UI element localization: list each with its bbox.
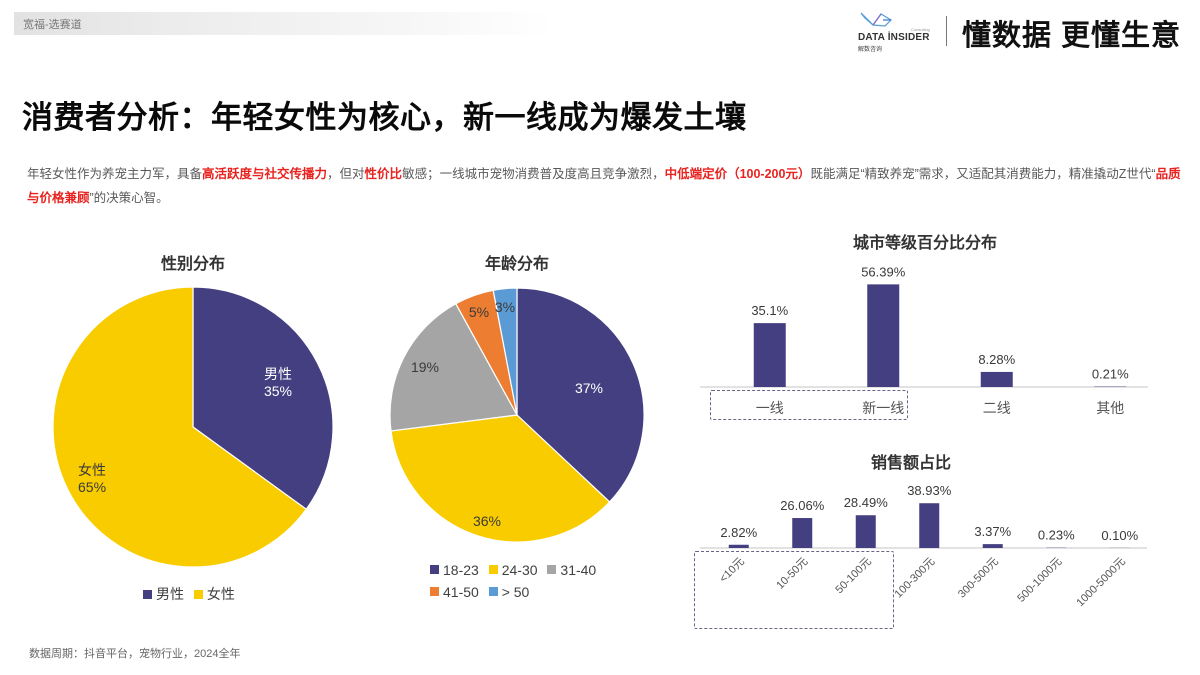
legend-swatch [547,565,557,574]
legend-swatch [430,565,439,574]
legend-item-over-50: > 50 [488,584,529,600]
pie-slice [389,302,518,432]
bar-data-label: 56.39% [861,264,906,279]
bar [919,503,940,548]
x-tick-label: 新一线 [862,400,904,416]
bar-data-label: 8.28% [978,352,1015,367]
sales-chart-title: 销售额占比 [870,455,952,472]
bar-data-label: 2.82% [720,525,757,540]
bar-data-label: 3.37% [974,524,1011,539]
bar-data-label: 35.1% [751,303,788,318]
logo-consulting-text: Consulting [911,27,930,32]
desc-segment: ，但对 [327,167,365,181]
pie-slice [516,287,645,503]
bar [792,518,813,548]
bowtie-logo-icon [860,12,893,27]
pie-slice [492,287,518,416]
pie-slice [192,286,334,511]
bar-data-label: 0.21% [1092,367,1129,382]
legend-swatch [193,589,203,599]
bar-data-label: 0.10% [1101,528,1138,543]
bar [980,371,1013,387]
legend-item-18-23: 18-23 [430,562,479,578]
desc-highlight: 性价比 [364,167,403,181]
x-tick-label: 其他 [1096,400,1124,416]
highlight-box-sales [694,551,894,629]
pie-slice [52,286,308,568]
page-title: 消费者分析：年轻女性为核心，新一线成为爆发土壤 [22,100,747,135]
bar [728,544,749,548]
x-tick-label: 一线 [756,400,784,416]
section-tag: 宽福-选赛道 [23,19,82,31]
age-legend-row2: 41-50 > 50 [430,583,535,600]
bar-data-label: 38.93% [907,483,952,498]
data-source-note: 数据周期：抖音平台，宠物行业，2024全年 [29,648,241,660]
x-tick-label: 300-500元 [956,556,1001,601]
pie-data-label: 3% [495,299,515,315]
logo-cn-text: 解数咨询 [858,47,883,53]
gender-legend: 男性 女性 [143,584,241,604]
pie-data-label: 35% [264,383,292,399]
x-tick-label: 500-1000元 [1015,556,1064,605]
data-insider-logo: Consulting DATA İNSIDER 解数咨询 [855,10,935,53]
legend-swatch [143,589,152,599]
sales-share-bar-chart: 2.82%<10元26.06%10-50元28.49%50-100元38.93%… [700,483,1147,609]
desc-segment: ”的决策心智。 [89,191,169,205]
legend-swatch [488,587,498,596]
legend-swatch [430,587,439,596]
age-pie-chart: 37% 36% 19% 5% 3% [389,287,645,543]
pie-data-label: 男性 [264,366,292,382]
desc-segment: 年轻女性作为养宠主力军，具备 [27,167,203,181]
bar [855,515,876,548]
pie-data-label: 19% [411,359,439,375]
bar [867,284,900,387]
bar-data-label: 28.49% [844,495,889,510]
pie-data-label: 36% [473,513,501,529]
legend-item-41-50: 41-50 [430,584,479,600]
pie-slice [390,414,611,543]
age-legend-row1: 18-23 24-30 31-40 [430,561,602,578]
pie-data-label: 65% [78,479,106,495]
gender-chart-title: 性别分布 [160,256,226,273]
pie-data-label: 5% [469,304,489,320]
legend-item-male: 男性 [143,584,184,604]
desc-highlight: 品质与价格兼顾 [27,167,1181,205]
bar-data-label: 26.06% [780,498,825,513]
desc-segment: 敏感；一线城市宠物消费普及度高且竞争激烈， [402,167,665,181]
logo-text: DATA İNSIDER [858,32,930,43]
bar-data-label: 0.23% [1038,528,1075,543]
legend-item-24-30: 24-30 [488,562,538,578]
legend-item-31-40: 31-40 [547,562,596,578]
description-paragraph: 年轻女性作为养宠主力军，具备高活跃度与社交传播力，但对性价比敏感；一线城市宠物消… [27,162,1187,210]
desc-segment: 既能满足“精致养宠”需求，又适配其消费能力，精准撬动Z世代“ [810,167,1156,181]
city-tier-bar-chart: 35.1% 一线 56.39% 新一线 8.28% 二线 0.21% 其他 [700,264,1148,416]
desc-highlight: 中低端定价（100-200元） [664,167,811,181]
section-tag-bar: 宽福-选赛道 [14,12,554,35]
age-chart-title: 年龄分布 [484,256,550,273]
pie-data-label: 37% [575,380,603,396]
city-chart-title: 城市等级百分比分布 [852,235,998,252]
bar [753,323,786,387]
bar [982,544,1003,548]
highlight-box-city [710,390,908,420]
x-tick-label: 1000-5000元 [1074,556,1127,609]
pie-data-label: 女性 [78,462,106,478]
legend-item-female: 女性 [193,584,235,604]
legend-swatch [488,565,498,574]
brand-slogan: 懂数据 更懂生意 [962,20,1182,52]
logo-divider [946,16,947,46]
desc-highlight: 高活跃度与社交传播力 [202,167,328,181]
x-tick-label: 100-300元 [893,556,938,601]
x-tick-label: 二线 [983,400,1011,416]
